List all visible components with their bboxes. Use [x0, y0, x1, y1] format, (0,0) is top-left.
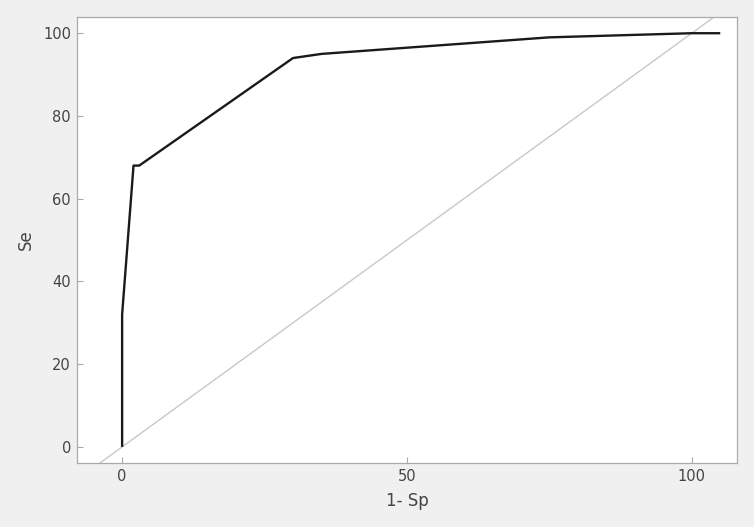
Y-axis label: Se: Se [17, 230, 35, 250]
X-axis label: 1- Sp: 1- Sp [385, 492, 428, 510]
